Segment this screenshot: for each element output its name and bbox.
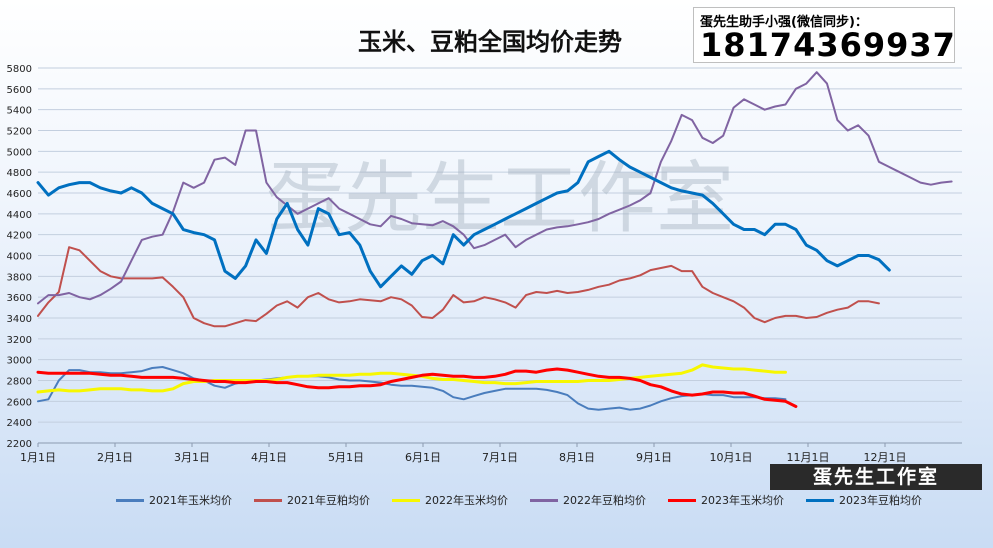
x-tick-label: 5月1日 bbox=[328, 451, 364, 464]
y-tick-label: 4600 bbox=[7, 189, 32, 200]
legend-item-2023-corn: 2023年玉米均价 bbox=[668, 492, 784, 508]
y-tick-label: 4000 bbox=[7, 252, 32, 263]
contact-box: 蛋先生助手小强(微信同步)： 18174369937 bbox=[693, 7, 955, 63]
y-tick-label: 3000 bbox=[7, 356, 32, 367]
y-tick-label: 5800 bbox=[7, 64, 32, 75]
legend-swatch bbox=[530, 498, 558, 502]
x-tick-label: 11月1日 bbox=[787, 451, 830, 464]
x-tick-label: 8月1日 bbox=[559, 451, 595, 464]
legend-label: 2023年玉米均价 bbox=[701, 494, 784, 507]
y-tick-label: 3200 bbox=[7, 335, 32, 346]
y-tick-label: 3600 bbox=[7, 293, 32, 304]
y-tick-label: 5600 bbox=[7, 85, 32, 96]
x-tick-label: 4月1日 bbox=[251, 451, 287, 464]
legend-swatch bbox=[392, 498, 420, 502]
legend-label: 2021年豆粕均价 bbox=[287, 494, 370, 507]
x-tick-label: 7月1日 bbox=[482, 451, 518, 464]
legend-item-2022-meal: 2022年豆粕均价 bbox=[530, 492, 646, 508]
y-tick-label: 5000 bbox=[7, 147, 32, 158]
y-tick-label: 4800 bbox=[7, 168, 32, 179]
legend-label: 2021年玉米均价 bbox=[149, 494, 232, 507]
contact-label: 蛋先生助手小强(微信同步)： bbox=[700, 15, 868, 30]
legend-item-2021-corn: 2021年玉米均价 bbox=[116, 492, 232, 508]
x-tick-label: 12月1日 bbox=[864, 451, 907, 464]
y-tick-label: 3400 bbox=[7, 314, 32, 325]
y-tick-label: 4200 bbox=[7, 231, 32, 242]
series-lines bbox=[36, 71, 953, 411]
legend-label: 2022年玉米均价 bbox=[425, 494, 508, 507]
x-tick-label: 6月1日 bbox=[405, 451, 441, 464]
legend-label: 2022年豆粕均价 bbox=[563, 494, 646, 507]
series-line-3 bbox=[36, 363, 787, 394]
x-tick-label: 2月1日 bbox=[97, 451, 133, 464]
legend-item-2021-meal: 2021年豆粕均价 bbox=[254, 492, 370, 508]
series-line-5 bbox=[36, 367, 798, 408]
y-tick-label: 2200 bbox=[7, 439, 32, 450]
legend-label: 2023年豆粕均价 bbox=[839, 494, 922, 507]
x-tick-label: 10月1日 bbox=[710, 451, 753, 464]
x-tick-label: 3月1日 bbox=[174, 451, 210, 464]
legend-item-2023-meal: 2023年豆粕均价 bbox=[806, 492, 922, 508]
series-line-6 bbox=[36, 149, 891, 289]
y-tick-label: 5400 bbox=[7, 106, 32, 117]
y-axis: 2200 2400 2600 2800 3000 3200 3400 3600 3800 4000… bbox=[7, 64, 32, 450]
series-line-2 bbox=[37, 246, 880, 328]
y-tick-label: 2400 bbox=[7, 418, 32, 429]
x-axis: 1月1日 2月1日 3月1日 4月1日 5月1日 6月1日 7月1日 8月1日 9月1日 10月1… bbox=[20, 442, 962, 464]
y-tick-label: 2600 bbox=[7, 397, 32, 408]
y-tick-label: 5200 bbox=[7, 127, 32, 138]
legend-swatch bbox=[806, 498, 834, 502]
contact-number: 18174369937 bbox=[700, 26, 956, 64]
legend-swatch bbox=[116, 498, 144, 502]
y-tick-label: 2800 bbox=[7, 377, 32, 388]
series-line-4 bbox=[37, 71, 953, 305]
gridlines bbox=[38, 67, 962, 444]
y-tick-label: 3800 bbox=[7, 272, 32, 283]
x-tick-label: 9月1日 bbox=[636, 451, 672, 464]
watermark: 蛋先生工作室 bbox=[266, 154, 734, 244]
legend-swatch bbox=[254, 498, 282, 502]
series-line-1 bbox=[37, 366, 787, 411]
legend-item-2022-corn: 2022年玉米均价 bbox=[392, 492, 508, 508]
chart-title: 玉米、豆粕全国均价走势 bbox=[358, 27, 622, 56]
y-tick-label: 4400 bbox=[7, 210, 32, 221]
legend-swatch bbox=[668, 498, 696, 502]
legend: 2021年玉米均价 2021年豆粕均价 2022年玉米均价 2022年豆粕均价 … bbox=[0, 492, 993, 512]
studio-stamp: 蛋先生工作室 bbox=[770, 464, 982, 490]
x-tick-label: 1月1日 bbox=[20, 451, 56, 464]
